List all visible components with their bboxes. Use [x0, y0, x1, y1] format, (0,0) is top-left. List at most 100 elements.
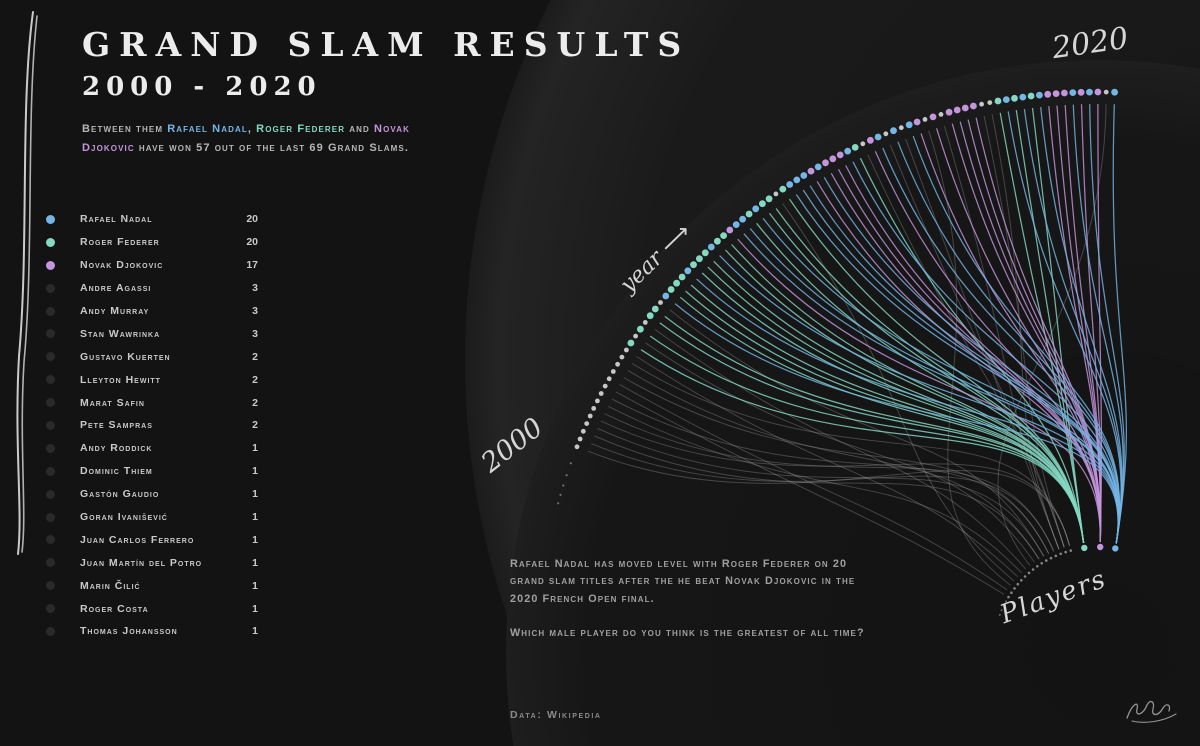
player-name: Rafael Nadal	[80, 213, 153, 226]
player-row: Lleyton Hewitt 2	[46, 368, 258, 391]
player-color-dot	[46, 604, 55, 614]
player-row: Roger Costa 1	[46, 597, 258, 620]
player-title-count: 20	[246, 236, 258, 249]
player-name: Gastón Gaudio	[80, 488, 160, 501]
player-name: Lleyton Hewitt	[80, 373, 161, 386]
player-name: Andre Agassi	[80, 282, 152, 295]
player-title-count: 3	[252, 305, 258, 317]
player-row: Marat Safin 2	[46, 391, 258, 414]
player-name: Andy Murray	[80, 305, 150, 317]
player-title-count: 1	[252, 488, 258, 501]
player-title-count: 2	[252, 419, 258, 432]
note-paragraph: Rafael Nadal has moved level with Roger …	[510, 558, 856, 605]
player-name: Thomas Johansson	[80, 625, 178, 638]
player-title-count: 2	[252, 350, 258, 363]
intro-prefix: Between them	[82, 123, 168, 135]
player-name: Gustavo Kuerten	[80, 350, 171, 363]
player-color-dot	[46, 489, 55, 499]
intro-federer: Roger Federer	[256, 123, 346, 135]
player-name: Stan Wawrinka	[80, 327, 161, 340]
player-row: Goran Ivanišević 1	[46, 506, 258, 529]
player-row: Andre Agassi 3	[46, 277, 258, 300]
player-color-dot	[46, 375, 55, 385]
data-source: Data: Wikipedia	[510, 709, 602, 721]
player-color-dot	[46, 512, 55, 522]
player-legend: Rafael Nadal 20 Roger Federer 20 Novak D…	[46, 208, 258, 643]
flow-lines-federer	[640, 107, 1085, 543]
player-color-dot	[46, 626, 55, 636]
player-anchor-dots	[1007, 543, 1119, 599]
player-name: Novak Djokovic	[80, 259, 164, 272]
player-color-dot	[46, 352, 55, 362]
player-name: Andy Roddick	[80, 442, 153, 455]
player-title-count: 1	[252, 625, 258, 638]
player-row: Juan Carlos Ferrero 1	[46, 528, 258, 551]
note-question: Which male player do you think is the gr…	[510, 626, 865, 639]
flow-lines-nadal	[674, 104, 1127, 544]
author-signature	[1126, 700, 1177, 723]
title-block: GRAND SLAM RESULTS 2000 - 2020	[82, 26, 690, 100]
player-title-count: 3	[252, 282, 258, 295]
player-row: Thomas Johansson 1	[46, 620, 258, 643]
player-title-count: 17	[246, 259, 258, 272]
dotted-arc-decoration	[557, 462, 1007, 616]
player-row: Gustavo Kuerten 2	[46, 345, 258, 368]
player-color-dot	[46, 443, 55, 453]
player-row: Rafael Nadal 20	[46, 208, 258, 231]
player-title-count: 2	[252, 396, 258, 409]
player-color-dot	[46, 466, 55, 476]
player-row: Andy Murray 3	[46, 300, 258, 323]
year-slam-dots	[574, 88, 1118, 450]
player-name: Juan Martín del Potro	[80, 556, 203, 569]
intro-nadal: Rafael Nadal	[167, 123, 248, 135]
player-color-dot	[46, 214, 55, 224]
player-row: Gastón Gaudio 1	[46, 483, 258, 506]
player-color-dot	[46, 398, 55, 408]
player-color-dot	[46, 237, 55, 247]
intro-sep1: ,	[247, 123, 257, 135]
player-name: Marat Safin	[80, 396, 145, 409]
player-name: Goran Ivanišević	[80, 511, 168, 524]
player-row: Roger Federer 20	[46, 231, 258, 254]
player-title-count: 1	[252, 602, 258, 615]
commentary-block: Rafael Nadal has moved level with Roger …	[510, 556, 882, 659]
player-title-count: 1	[252, 556, 258, 569]
player-row: Marin Čilić 1	[46, 574, 258, 597]
player-title-count: 2	[252, 373, 258, 386]
player-title-count: 1	[252, 465, 258, 478]
player-title-count: 1	[252, 579, 258, 592]
intro-sep2: and	[345, 123, 375, 135]
player-title-count: 1	[252, 442, 258, 455]
player-name: Juan Carlos Ferrero	[80, 533, 195, 546]
player-color-dot	[46, 420, 55, 430]
player-title-count: 20	[246, 213, 258, 226]
player-row: Novak Djokovic 17	[46, 254, 258, 277]
player-title-count: 1	[252, 511, 258, 524]
intro-suffix: have won 57 out of the last 69 Grand Sla…	[134, 141, 409, 154]
player-color-dot	[46, 558, 55, 568]
player-name: Roger Costa	[80, 602, 149, 615]
intro-djokovic: Novak Djokovic	[82, 123, 410, 154]
player-color-dot	[46, 260, 55, 270]
player-row: Dominic Thiem 1	[46, 460, 258, 483]
player-color-dot	[46, 283, 55, 293]
page-subtitle: 2000 - 2020	[82, 71, 322, 102]
player-color-dot	[46, 581, 55, 591]
player-row: Stan Wawrinka 3	[46, 322, 258, 345]
player-name: Dominic Thiem	[80, 465, 153, 478]
player-color-dot	[46, 329, 55, 339]
player-name: Roger Federer	[80, 236, 160, 249]
player-name: Pete Sampras	[80, 419, 153, 432]
player-row: Andy Roddick 1	[46, 437, 258, 460]
player-color-dot	[46, 535, 55, 545]
hand-drawn-margin-line	[16, 11, 38, 555]
background-circles	[465, 0, 1200, 746]
intro-text: Between them Rafael Nadal, Roger Federer…	[82, 120, 426, 157]
player-color-dot	[46, 306, 55, 316]
flow-lines-other	[587, 104, 1107, 595]
player-name: Marin Čilić	[80, 579, 141, 592]
page-title: GRAND SLAM RESULTS	[82, 25, 691, 64]
player-title-count: 1	[252, 533, 258, 546]
